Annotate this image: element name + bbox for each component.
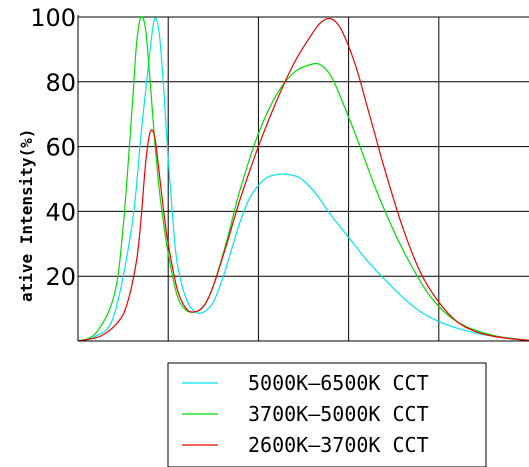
y-tick-label: 20: [45, 263, 76, 291]
y-tick-label: 40: [45, 198, 76, 226]
chart-series-layer: [77, 15, 529, 342]
series-line-5000k-6500k: [77, 17, 529, 342]
legend-items: 5000K—6500K CCT 3700K—5000K CCT 2600K—3700…: [182, 371, 429, 457]
series-line-2600k-3700k: [77, 17, 529, 342]
y-axis-label: ative Intensity(%): [17, 129, 36, 302]
y-tick-label: 60: [45, 134, 76, 162]
legend-label: 2600K—3700K CCT: [248, 433, 429, 457]
legend-label: 5000K—6500K CCT: [248, 371, 429, 395]
legend-box: [167, 362, 487, 467]
legend: 5000K—6500K CCT 3700K—5000K CCT 2600K—3700…: [167, 362, 487, 467]
y-tick-label: 80: [45, 69, 76, 97]
series-line-3700k-5000k: [77, 15, 529, 342]
chart-grid: [78, 16, 529, 341]
y-tick-label: 100: [30, 4, 76, 32]
y-tick-labels: 20 40 60 80 100: [30, 4, 76, 291]
chart-axes: [77, 15, 529, 342]
legend-label: 3700K—5000K CCT: [248, 402, 429, 426]
